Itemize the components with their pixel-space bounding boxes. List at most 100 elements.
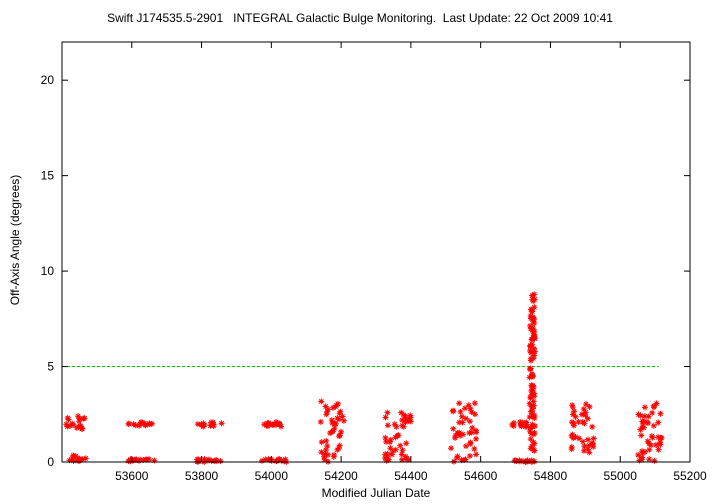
data-point	[65, 416, 72, 423]
x-tick-label: 54200	[324, 469, 358, 483]
data-point	[530, 384, 537, 391]
data-point	[644, 438, 651, 445]
data-point	[335, 445, 342, 452]
data-point	[650, 422, 657, 429]
data-point	[331, 451, 338, 458]
data-point	[81, 415, 88, 422]
data-point	[321, 456, 328, 463]
data-point	[459, 413, 466, 420]
data-point	[530, 391, 537, 398]
data-point	[569, 404, 576, 411]
data-point	[510, 419, 517, 426]
data-point	[531, 316, 538, 323]
data-point	[469, 424, 476, 431]
data-point	[569, 431, 576, 438]
x-axis-label: Modified Julian Date	[321, 486, 431, 500]
data-point	[194, 456, 201, 463]
data-point	[397, 442, 404, 449]
data-point	[275, 456, 282, 463]
data-point	[395, 432, 402, 439]
data-point	[527, 347, 534, 354]
data-point	[450, 425, 457, 432]
data-point	[125, 420, 132, 427]
data-point	[146, 420, 153, 427]
data-point	[526, 428, 533, 435]
data-point	[646, 456, 653, 463]
data-point	[529, 296, 536, 303]
x-tick-label: 55000	[604, 469, 638, 483]
plot-frame	[61, 41, 691, 463]
data-point	[590, 435, 597, 442]
data-point	[511, 457, 518, 464]
data-point	[531, 304, 538, 311]
y-tick-label: 15	[41, 169, 55, 183]
data-point	[578, 411, 585, 418]
data-point	[399, 417, 406, 424]
data-point	[529, 372, 536, 379]
data-point	[526, 414, 533, 421]
data-point	[265, 456, 272, 463]
data-point	[635, 411, 642, 418]
data-point	[194, 421, 201, 428]
data-point	[657, 410, 664, 417]
data-point	[461, 405, 468, 412]
data-point	[583, 401, 590, 408]
data-point	[70, 452, 77, 459]
x-tick-label: 54400	[394, 469, 428, 483]
data-point	[530, 431, 537, 438]
data-point	[468, 409, 475, 416]
data-point	[586, 403, 593, 410]
data-point	[528, 336, 535, 343]
data-point	[338, 428, 345, 435]
data-point	[649, 409, 656, 416]
data-point	[473, 427, 480, 434]
data-point	[527, 322, 534, 329]
data-point	[637, 426, 644, 433]
data-point	[579, 418, 586, 425]
y-axis-label: Off-Axis Angle (degrees)	[8, 174, 22, 306]
data-point	[586, 449, 593, 456]
data-point	[639, 454, 646, 461]
data-point	[584, 415, 591, 422]
x-tick-label: 55200	[673, 469, 707, 483]
data-point	[639, 448, 646, 455]
data-point	[638, 432, 645, 439]
data-point	[398, 409, 405, 416]
data-points	[63, 291, 665, 465]
data-point	[384, 422, 391, 429]
data-point	[585, 436, 592, 443]
data-point	[580, 406, 587, 413]
data-point	[529, 408, 536, 415]
data-point	[467, 439, 474, 446]
data-point	[640, 418, 647, 425]
data-point	[570, 419, 577, 426]
data-point	[384, 409, 391, 416]
data-point	[146, 456, 153, 463]
data-point	[325, 406, 332, 413]
data-point	[655, 419, 662, 426]
data-point	[519, 419, 526, 426]
data-point	[336, 410, 343, 417]
data-point	[448, 445, 455, 452]
data-point	[571, 408, 578, 415]
data-point	[473, 451, 480, 458]
data-point	[323, 411, 330, 418]
data-point	[324, 451, 331, 458]
data-point	[452, 434, 459, 441]
data-point	[217, 458, 224, 465]
data-point	[581, 443, 588, 450]
data-point	[646, 446, 653, 453]
data-point	[138, 419, 145, 426]
data-point	[529, 308, 536, 315]
data-point	[463, 443, 470, 450]
data-point	[340, 417, 347, 424]
data-point	[523, 419, 530, 426]
data-point	[403, 440, 410, 447]
data-point	[651, 457, 658, 464]
data-point	[269, 421, 276, 428]
data-point	[333, 402, 340, 409]
data-point	[69, 420, 76, 427]
data-point	[382, 414, 389, 421]
data-point	[318, 398, 325, 405]
